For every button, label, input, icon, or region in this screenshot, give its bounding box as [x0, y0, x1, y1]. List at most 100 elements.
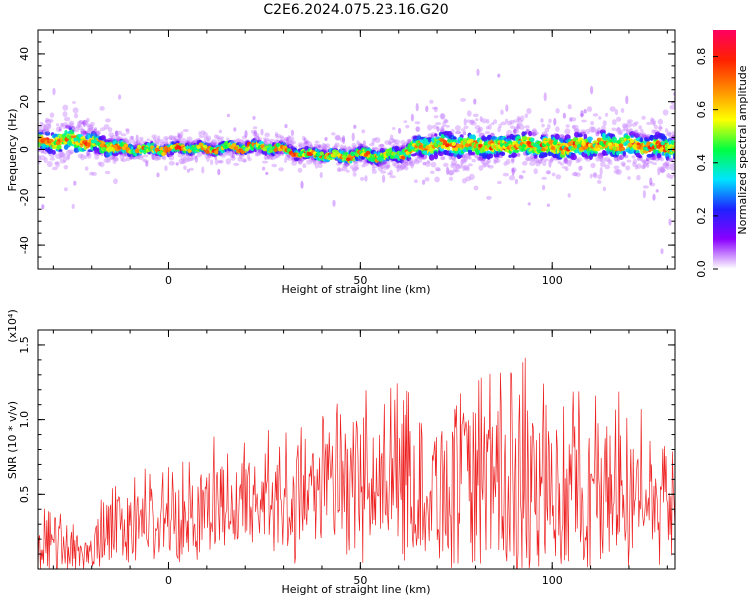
- heatmap-cell: [305, 141, 309, 144]
- heatmap-cell: [314, 145, 321, 149]
- heatmap-cell: [108, 155, 115, 160]
- heatmap-cell: [290, 129, 294, 136]
- heatmap-cell: [182, 138, 187, 143]
- heatmap-cell: [570, 154, 577, 161]
- heatmap-cell: [583, 145, 588, 150]
- colorbar-tick-label: 0.4: [695, 154, 708, 172]
- heatmap-cell: [477, 127, 482, 133]
- heatmap-cell: [638, 155, 643, 159]
- heatmap-cell: [508, 175, 516, 181]
- heatmap-cell: [523, 131, 528, 135]
- heatmap-cell: [156, 135, 161, 142]
- heatmap-cell: [319, 151, 324, 156]
- heatmap-cell: [105, 118, 111, 123]
- heatmap-cell: [427, 133, 434, 138]
- heatmap-cell: [86, 150, 90, 157]
- heatmap-cell: [191, 140, 196, 144]
- heatmap-cell: [302, 142, 306, 148]
- heatmap-cell: [62, 104, 69, 111]
- heatmap-cell: [550, 145, 555, 150]
- heatmap-cell: [82, 130, 87, 137]
- heatmap-cell: [368, 157, 373, 162]
- heatmap-cell: [473, 98, 477, 105]
- heatmap-cell: [457, 165, 463, 169]
- heatmap-cell: [77, 122, 81, 128]
- heatmap-cell: [494, 158, 501, 164]
- heatmap-cell: [486, 159, 492, 164]
- heatmap-cell: [638, 133, 645, 139]
- heatmap-cell: [451, 142, 456, 146]
- heatmap-cell: [60, 122, 64, 127]
- heatmap-cell: [594, 129, 600, 135]
- heatmap-cell: [49, 112, 55, 118]
- heatmap-cell: [303, 137, 307, 145]
- heatmap-cell: [108, 127, 113, 133]
- heatmap-cell: [616, 116, 622, 122]
- heatmap-cell: [161, 155, 166, 159]
- heatmap-cell: [206, 155, 210, 162]
- heatmap-cell: [38, 131, 44, 135]
- heatmap-cell: [665, 132, 671, 137]
- heatmap-cell: [199, 151, 206, 156]
- heatmap-cell: [479, 157, 486, 163]
- heatmap-cell: [573, 171, 577, 177]
- heatmap-cell: [65, 149, 73, 156]
- heatmap-cell: [187, 155, 193, 162]
- heatmap-cell: [346, 146, 351, 150]
- heatmap-cell: [241, 159, 247, 163]
- heatmap-cell: [365, 150, 371, 155]
- heatmap-cell: [510, 152, 518, 158]
- heatmap-cell: [229, 152, 234, 158]
- snr-panel: 0 50 100 0.5 1.0 1.5 Height of straight line …: [6, 309, 676, 596]
- heatmap-cell: [616, 126, 621, 132]
- heatmap-cell: [646, 122, 652, 125]
- heatmap-cell: [440, 157, 446, 161]
- heatmap-cell: [515, 125, 521, 130]
- heatmap-cell: [75, 125, 81, 129]
- heatmap-cell: [626, 121, 632, 128]
- heatmap-cell: [65, 125, 70, 129]
- heatmap-cell: [90, 121, 95, 126]
- heatmap-cell: [379, 162, 384, 168]
- heatmap-cell: [109, 135, 114, 141]
- heatmap-cell: [657, 166, 661, 176]
- heatmap-cell: [370, 154, 375, 159]
- heatmap-cell: [429, 99, 434, 104]
- heatmap-cell: [100, 127, 106, 132]
- heatmap-cell: [470, 121, 477, 126]
- heatmap-cell: [211, 140, 215, 146]
- heatmap-cell: [469, 173, 475, 180]
- heatmap-cell: [544, 127, 550, 133]
- heatmap-cell: [466, 119, 471, 123]
- heatmap-cell: [657, 118, 664, 125]
- heatmap-cell: [590, 85, 594, 95]
- heatmap-cell: [54, 161, 60, 165]
- heatmap-cell: [575, 158, 581, 164]
- heatmap-cell: [81, 121, 85, 125]
- heatmap-cell: [55, 153, 62, 159]
- heatmap-cell: [479, 156, 483, 161]
- heatmap-cell: [658, 126, 663, 130]
- heatmap-cell: [617, 131, 623, 136]
- heatmap-cell: [666, 157, 671, 161]
- heatmap-cell: [112, 155, 119, 162]
- heatmap-cell: [664, 163, 671, 170]
- heatmap-cell: [666, 172, 671, 179]
- heatmap-cell: [488, 124, 492, 130]
- heatmap-cell: [602, 120, 607, 127]
- heatmap-cell: [42, 127, 49, 131]
- heatmap-cell: [143, 154, 149, 158]
- heatmap-cell: [665, 152, 669, 157]
- heatmap-cell: [134, 149, 140, 154]
- heatmap-cell: [43, 124, 48, 131]
- heatmap-cell: [562, 112, 567, 119]
- heatmap-cell: [382, 174, 386, 183]
- heatmap-cell: [571, 125, 576, 129]
- heatmap-cell: [260, 128, 264, 136]
- heatmap-cell: [631, 155, 636, 159]
- heatmap-cell: [41, 204, 45, 210]
- heatmap-cell: [226, 137, 230, 141]
- heatmap-cell: [594, 144, 599, 149]
- heatmap-cell: [93, 133, 98, 138]
- heatmap-cell: [203, 131, 208, 138]
